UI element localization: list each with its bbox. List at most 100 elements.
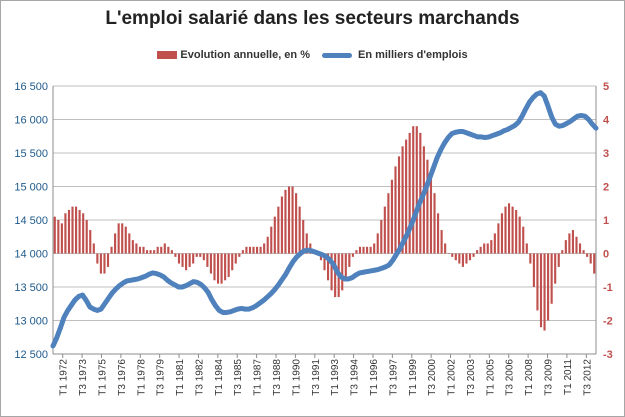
y-left-tick-label: 16 500	[14, 81, 48, 93]
bar	[270, 226, 273, 254]
bar	[397, 156, 401, 254]
bar	[497, 223, 500, 254]
bar	[500, 213, 504, 254]
bar	[394, 166, 397, 254]
bar	[593, 253, 596, 274]
y-right-tick-label: 3	[603, 148, 609, 160]
bar	[554, 253, 557, 284]
bar	[380, 220, 383, 254]
bar	[429, 173, 433, 254]
y-right-tick-label: 0	[603, 249, 609, 261]
bar	[153, 250, 156, 254]
bar	[181, 253, 184, 267]
bar	[78, 209, 81, 254]
bar	[263, 243, 266, 254]
x-tick-label: T1 1981	[175, 359, 186, 396]
bar	[383, 206, 386, 254]
bar	[507, 203, 511, 254]
y-left-tick-label: 13 500	[14, 282, 48, 294]
bar	[550, 253, 553, 304]
bar	[85, 220, 88, 254]
bar	[188, 253, 191, 267]
bar	[586, 253, 589, 257]
bar	[206, 253, 209, 267]
bar	[298, 206, 301, 254]
legend-line-swatch	[321, 52, 352, 58]
x-tick-label: T3 1979	[156, 359, 167, 396]
bar	[224, 253, 227, 281]
bar	[511, 206, 514, 254]
bar	[103, 253, 106, 274]
bar	[366, 246, 369, 254]
bar	[106, 253, 110, 267]
bar	[405, 139, 408, 254]
bar	[564, 240, 567, 254]
x-tick-label: T1 1984	[214, 359, 225, 396]
bar	[536, 253, 539, 311]
bar	[433, 193, 436, 254]
bar	[202, 253, 205, 261]
bar	[468, 253, 472, 261]
bar	[447, 253, 450, 254]
bar	[53, 216, 56, 254]
y-right-tick-label: -2	[603, 316, 613, 328]
x-tick-label: T1 2005	[485, 359, 496, 396]
bar	[256, 246, 259, 254]
y-left-tick-label: 14 500	[14, 215, 48, 227]
bar	[390, 179, 393, 254]
legend-bar-label: Evolution annuelle, en %	[180, 49, 310, 61]
bar	[96, 253, 99, 264]
bar	[121, 223, 124, 254]
bar	[454, 253, 457, 261]
bar	[67, 209, 71, 254]
y-right-tick-label: -1	[603, 282, 613, 294]
y-right-tick-label: 1	[603, 215, 609, 227]
x-tick-label: T1 2008	[524, 359, 535, 396]
bar	[334, 253, 337, 298]
bar	[114, 233, 117, 254]
bar	[326, 253, 330, 281]
x-tick-label: T1 1972	[59, 359, 70, 396]
bar	[82, 213, 85, 254]
bar	[99, 253, 102, 274]
bar	[483, 243, 486, 254]
bar	[330, 253, 333, 291]
bar	[216, 253, 220, 284]
y-left-tick-label: 15 000	[14, 182, 48, 194]
bar	[75, 206, 78, 254]
bar	[92, 243, 95, 254]
bar	[71, 206, 74, 254]
bar	[238, 253, 241, 257]
bar	[248, 246, 252, 254]
legend-item-line: En milliers d'emplois	[321, 49, 468, 61]
bar	[163, 243, 166, 254]
bar	[426, 159, 429, 254]
bar	[543, 253, 546, 331]
bar	[522, 226, 525, 254]
bar	[110, 246, 113, 254]
bar	[57, 220, 60, 254]
bar	[209, 253, 212, 274]
bar	[344, 253, 347, 281]
x-tick-label: T1 1990	[291, 359, 302, 396]
bar	[437, 213, 440, 254]
bar	[351, 253, 354, 257]
bar	[128, 233, 131, 254]
chart-title: L'emploi salarié dans les secteurs march…	[105, 8, 520, 29]
bar	[280, 196, 283, 254]
x-tick-label: T1 1999	[408, 359, 419, 396]
bar	[504, 206, 507, 254]
x-tick-label: T3 1997	[388, 359, 399, 396]
x-tick-label: T1 1996	[369, 359, 380, 396]
y-left-tick-label: 14 000	[14, 249, 48, 261]
x-tick-label: T3 1973	[78, 359, 89, 396]
bar	[493, 233, 496, 254]
x-tick-label: T1 1978	[136, 359, 147, 396]
y-left-tick-label: 16 000	[14, 115, 48, 127]
x-tick-label: T3 2003	[466, 359, 477, 396]
bar	[323, 253, 326, 271]
bar	[124, 226, 127, 254]
bar	[149, 250, 152, 254]
bar	[341, 253, 344, 291]
